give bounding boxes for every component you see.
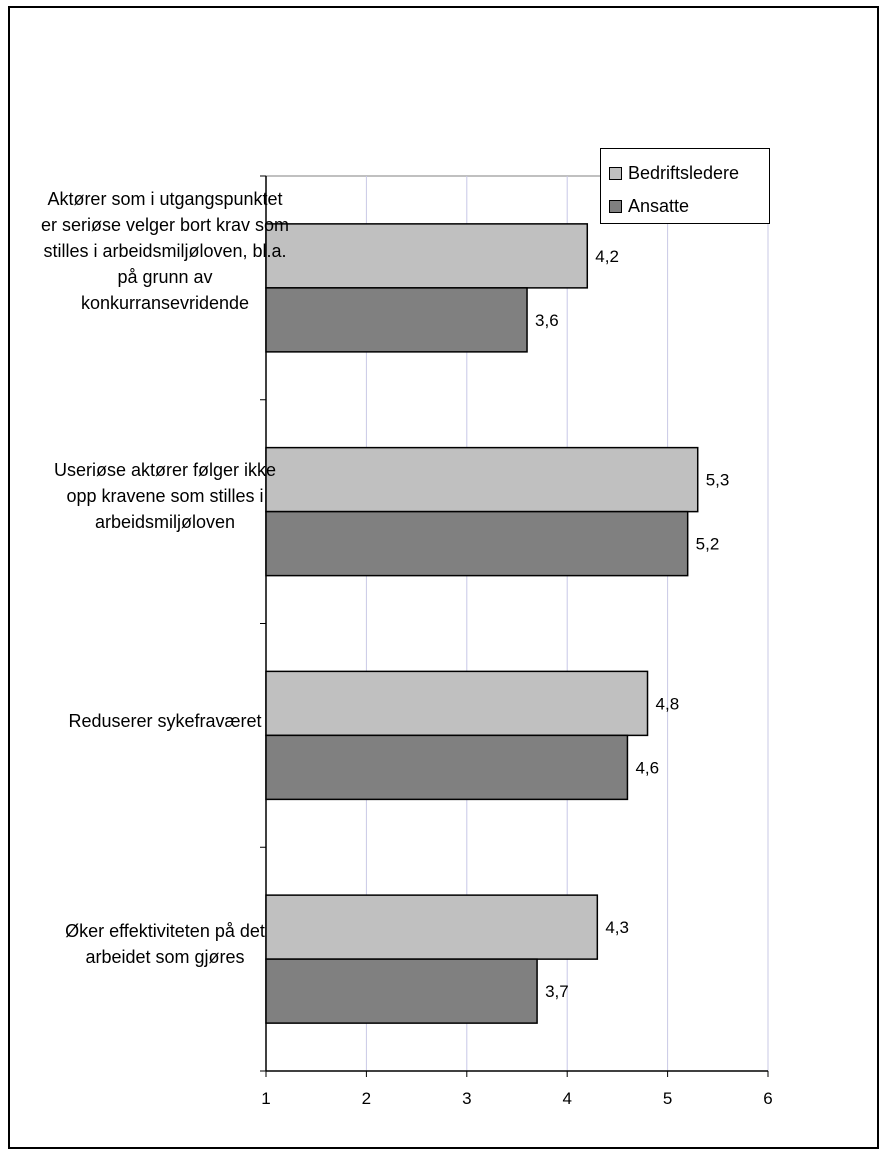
category-label-3: Reduserer sykefraværet	[68, 711, 262, 731]
legend-swatch-bedriftsledere	[609, 166, 622, 180]
bar-value-bedriftsledere-4: 4,3	[605, 918, 629, 937]
bar-value-ansatte-4: 3,7	[545, 982, 569, 1001]
x-tick-label-3: 3	[462, 1089, 471, 1108]
x-tick-label-4: 4	[562, 1089, 571, 1108]
bar-value-bedriftsledere-3: 4,8	[656, 694, 680, 713]
bar-ansatte-1	[265, 287, 528, 353]
legend-label-ansatte: Ansatte	[628, 195, 690, 216]
category-label-2: Useriøse aktører følger ikke opp kravene…	[53, 460, 277, 532]
legend-item-bedriftsledere: Bedriftsledere	[609, 163, 739, 183]
legend-label-bedriftsledere: Bedriftsledere	[628, 162, 740, 183]
bar-bedriftsledere-3	[265, 670, 649, 737]
x-tick-label-2: 2	[362, 1089, 371, 1108]
bar-ansatte-4	[265, 958, 538, 1024]
bar-value-ansatte-3: 4,6	[635, 758, 659, 777]
bar-value-ansatte-1: 3,6	[535, 311, 559, 330]
bar-value-bedriftsledere-2: 5,3	[706, 471, 730, 490]
x-tick-label-1: 1	[261, 1089, 270, 1108]
legend: Bedriftsledere Ansatte	[600, 148, 770, 224]
x-tick-label-5: 5	[663, 1089, 672, 1108]
x-tick-label-6: 6	[763, 1089, 772, 1108]
bar-ansatte-3	[265, 734, 629, 801]
legend-item-ansatte: Ansatte	[609, 196, 689, 216]
legend-swatch-ansatte	[609, 199, 622, 213]
bar-bedriftsledere-1	[265, 223, 589, 289]
bar-value-ansatte-2: 5,2	[696, 535, 720, 554]
bar-bedriftsledere-2	[265, 446, 699, 513]
category-label-4: Øker effektiviteten på det arbeidet som …	[65, 921, 265, 967]
bar-ansatte-2	[265, 510, 689, 577]
category-label-1: Aktører som i utgangspunktet er seriøse …	[40, 189, 290, 313]
bar-bedriftsledere-4	[265, 894, 599, 960]
bar-value-bedriftsledere-1: 4,2	[595, 247, 619, 266]
